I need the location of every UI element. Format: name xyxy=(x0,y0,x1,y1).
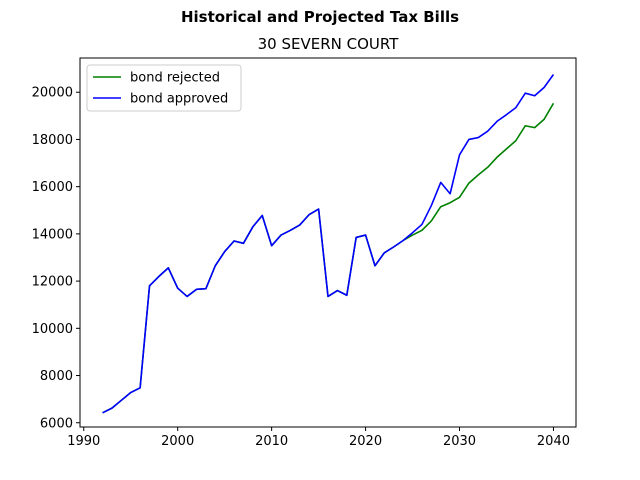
x-tick-label: 2000 xyxy=(161,434,194,449)
series-line-bond-approved xyxy=(102,74,555,414)
legend-label-bond-approved: bond approved xyxy=(130,92,228,107)
y-tick-label: 10000 xyxy=(32,322,73,337)
x-tick-label: 2010 xyxy=(255,434,288,449)
x-tick-label: 2030 xyxy=(443,434,476,449)
y-tick-label: 14000 xyxy=(32,227,73,242)
legend: bond rejected bond approved xyxy=(86,64,242,112)
x-tick-label: 2040 xyxy=(537,434,570,449)
axes-frame xyxy=(79,57,577,428)
y-tick-label: 20000 xyxy=(32,86,73,101)
legend-box xyxy=(86,64,242,112)
y-tick-label: 12000 xyxy=(32,275,73,290)
x-axis: 1990 2000 2010 2020 2030 2040 xyxy=(67,427,570,449)
y-tick-label: 18000 xyxy=(32,133,73,148)
y-tick-label: 16000 xyxy=(32,180,73,195)
y-tick-label: 8000 xyxy=(40,369,73,384)
legend-label-bond-rejected: bond rejected xyxy=(130,71,220,86)
x-tick-label: 2020 xyxy=(349,434,382,449)
chart-title: 30 SEVERN COURT xyxy=(258,35,400,53)
chart-suptitle: Historical and Projected Tax Bills xyxy=(181,8,459,26)
plot-lines xyxy=(102,74,555,414)
y-tick-label: 6000 xyxy=(40,416,73,431)
y-axis: 6000 8000 10000 12000 14000 16000 18000 20000 xyxy=(32,86,80,431)
x-tick-label: 1990 xyxy=(67,434,100,449)
